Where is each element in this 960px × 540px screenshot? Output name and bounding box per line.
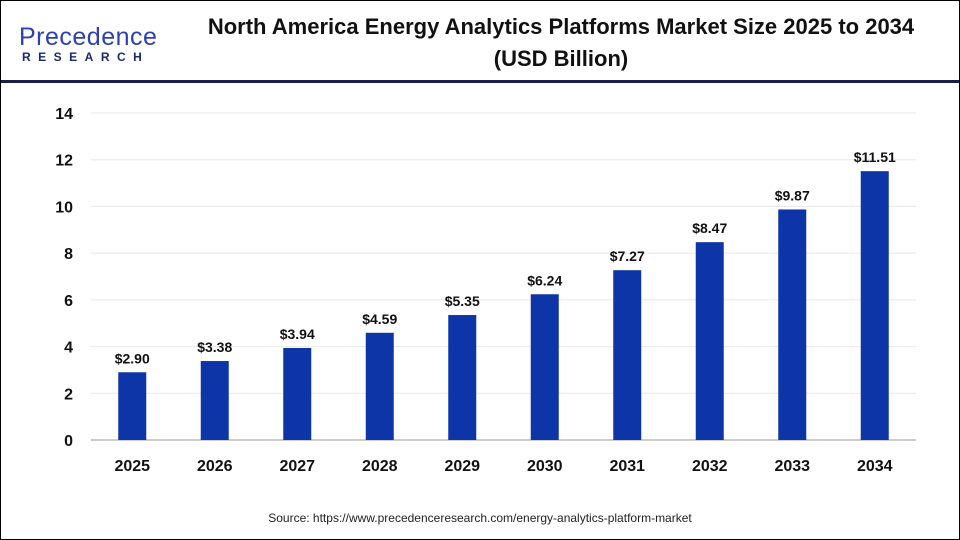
data-label: $2.90	[115, 350, 150, 366]
y-tick-label: 6	[64, 293, 73, 310]
data-label: $11.51	[854, 149, 896, 165]
logo-bottom: RESEARCH	[22, 50, 150, 64]
data-label: $3.38	[197, 339, 232, 355]
bar	[695, 242, 724, 440]
logo: Precedence RESEARCH	[19, 23, 159, 64]
y-tick-label: 2	[64, 386, 73, 403]
data-label: $5.35	[445, 293, 480, 309]
x-tick-label: 2029	[444, 458, 480, 475]
x-tick-label: 2033	[774, 458, 810, 475]
data-label: $4.59	[362, 311, 397, 327]
logo-top: Precedence	[19, 23, 158, 51]
bar	[530, 294, 559, 440]
y-tick-label: 0	[64, 433, 73, 450]
x-tick-label: 2034	[857, 458, 893, 475]
source-note: Source: https://www.precedenceresearch.c…	[268, 511, 692, 525]
bar	[365, 332, 394, 440]
x-tick-label: 2026	[197, 458, 233, 475]
bar	[860, 171, 889, 440]
header-divider	[1, 80, 959, 83]
data-label: $3.94	[280, 326, 315, 342]
y-tick-label: 10	[55, 199, 73, 216]
bar	[200, 361, 229, 440]
x-tick-label: 2025	[114, 458, 150, 475]
x-tick-label: 2030	[527, 458, 563, 475]
data-label: $7.27	[610, 248, 645, 264]
x-tick-label: 2028	[362, 458, 398, 475]
bar	[778, 209, 807, 440]
y-tick-label: 14	[55, 106, 73, 123]
bar	[613, 270, 642, 440]
bar	[118, 372, 147, 440]
bar	[283, 347, 312, 440]
x-tick-label: 2027	[279, 458, 315, 475]
chart-title: North America Energy Analytics Platforms…	[207, 14, 915, 71]
x-tick-label: 2032	[692, 458, 728, 475]
bar	[448, 315, 477, 440]
y-tick-label: 12	[55, 153, 73, 170]
y-tick-label: 8	[64, 246, 73, 263]
data-label: $6.24	[527, 272, 562, 288]
data-label: $8.47	[692, 220, 727, 236]
data-label: $9.87	[775, 187, 810, 203]
x-tick-label: 2031	[609, 458, 645, 475]
y-tick-label: 4	[64, 340, 73, 357]
